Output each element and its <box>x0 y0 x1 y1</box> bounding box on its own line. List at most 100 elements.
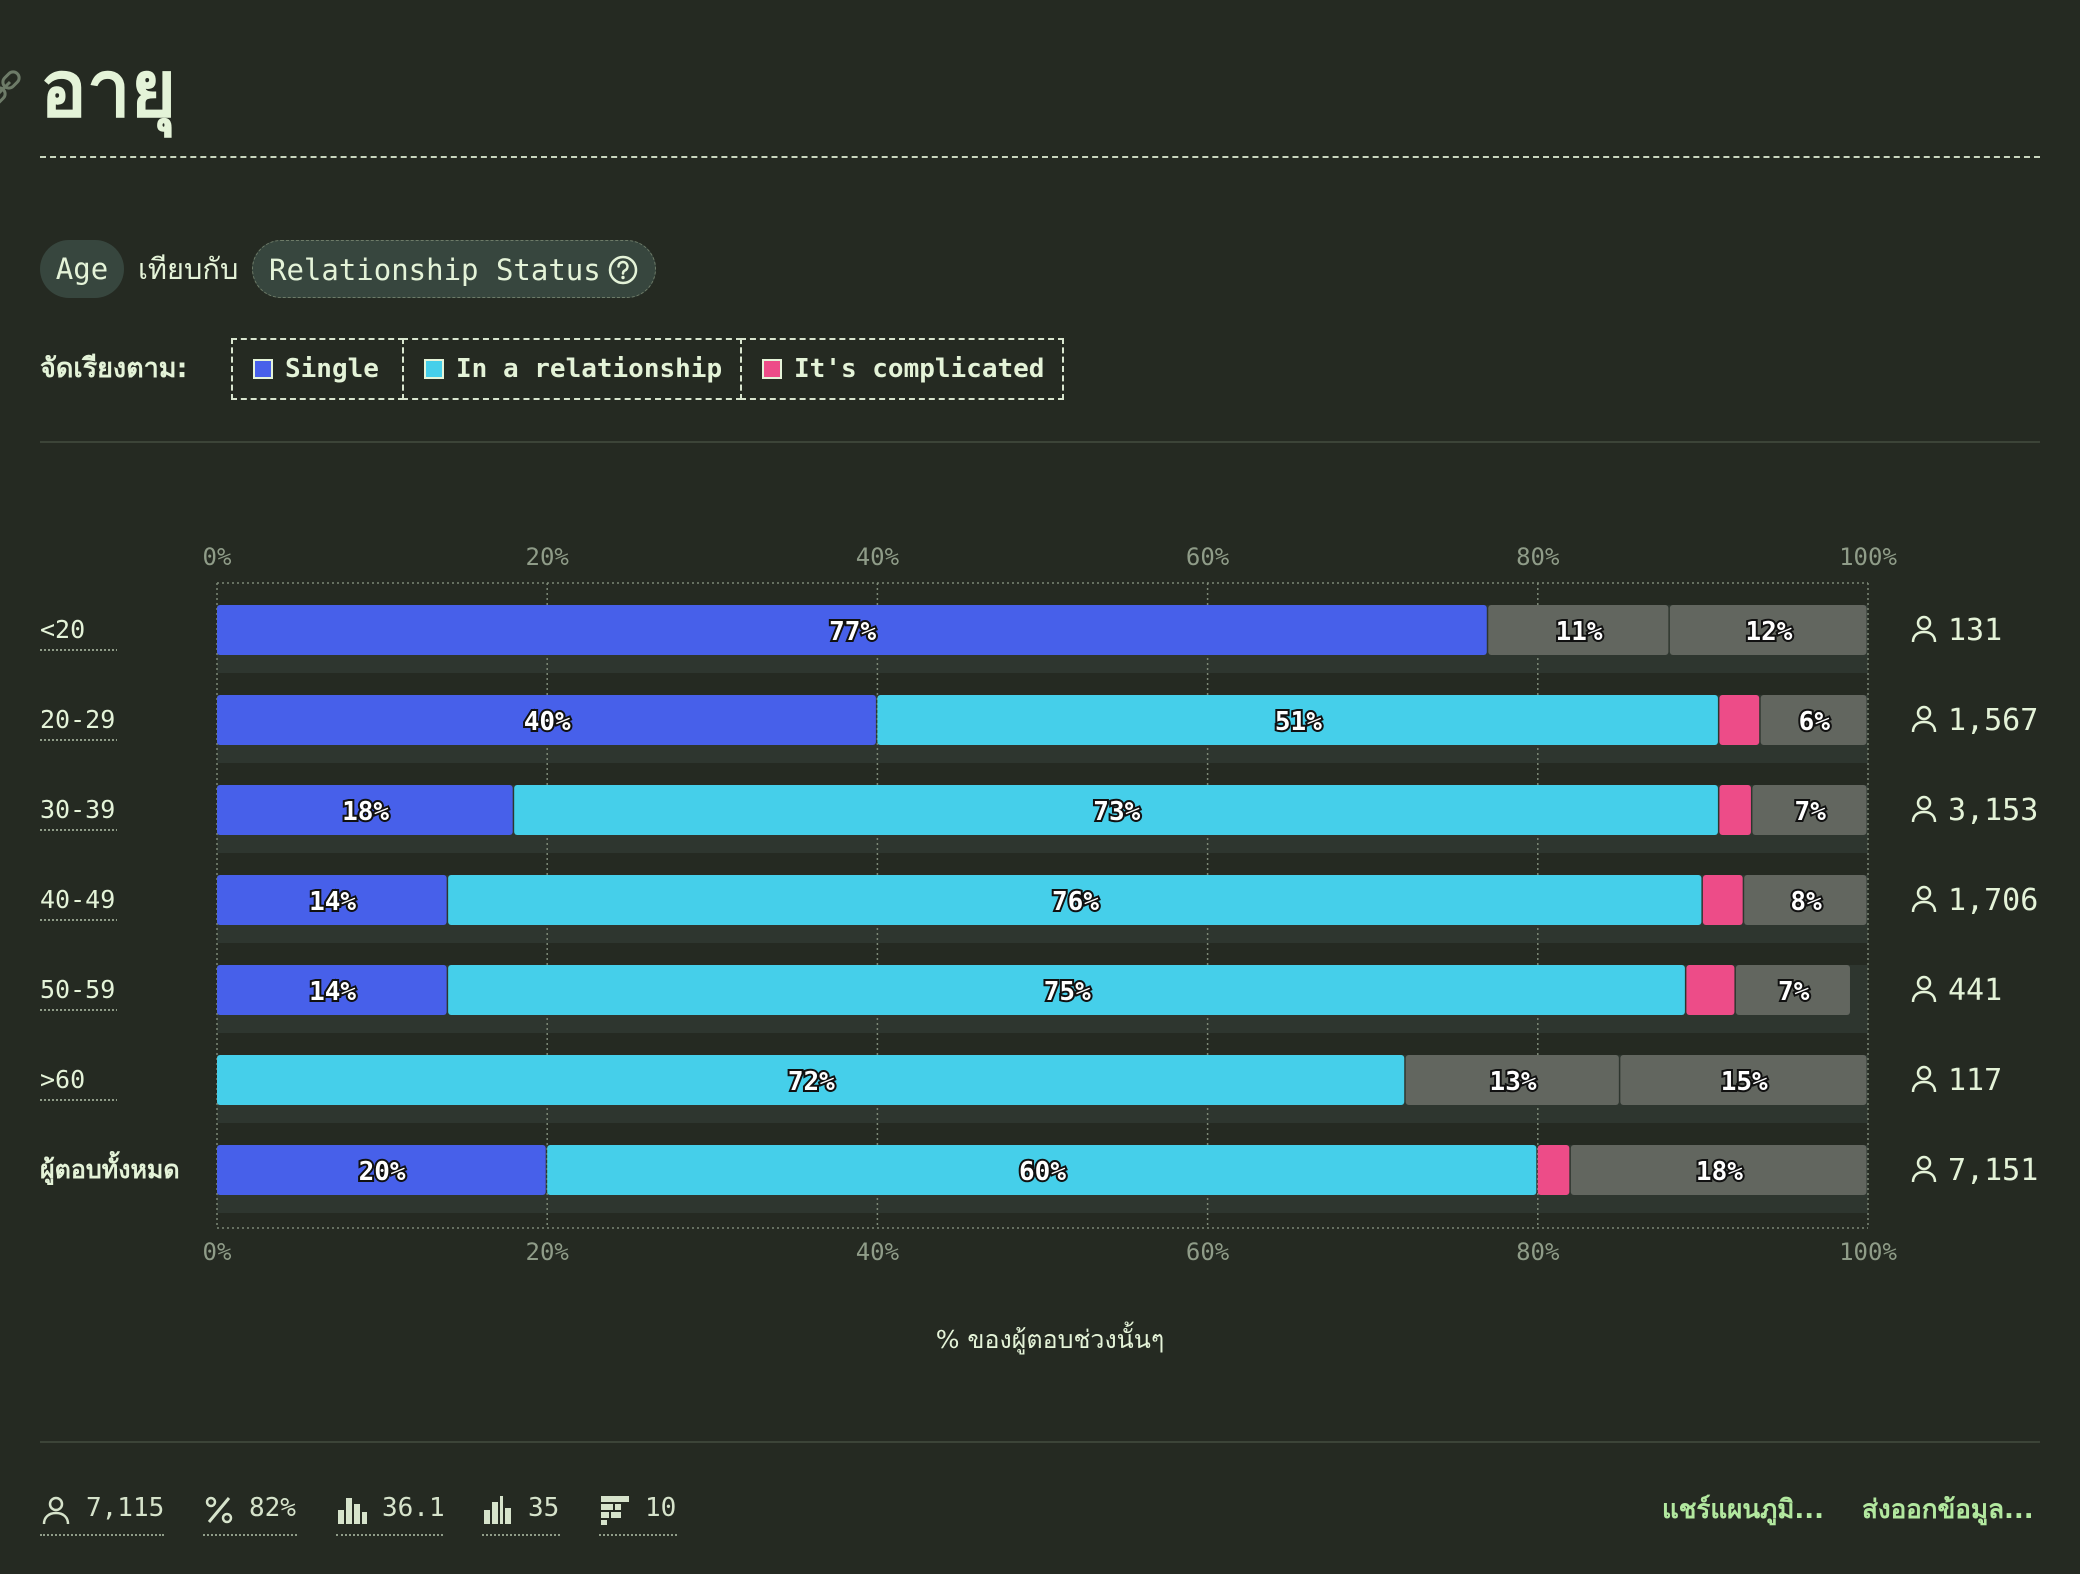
section-divider <box>40 441 2040 443</box>
respondent-count: 441 <box>1948 973 2002 1008</box>
footer-mean-stat[interactable]: 36.1 <box>336 1490 445 1536</box>
link-icon[interactable] <box>0 70 26 110</box>
bar-segment <box>514 785 1718 835</box>
category-label: <20 <box>40 615 85 644</box>
person-icon <box>1911 1155 1937 1183</box>
bar-segment <box>217 1055 1405 1105</box>
bar-value-label: 6% <box>1799 707 1831 737</box>
x-tick-label-bottom: 20% <box>526 1238 570 1266</box>
bar-segment <box>1686 965 1735 1015</box>
bar-chart-icon <box>338 1498 367 1524</box>
category-label: 30-39 <box>40 795 115 824</box>
person-icon <box>42 1496 70 1525</box>
relationship-status-pill[interactable]: Relationship Status <box>252 240 656 298</box>
footer-options-stat[interactable]: 10 <box>599 1490 677 1536</box>
bar-segment <box>217 695 876 745</box>
bar-segment <box>1669 605 1867 655</box>
bar-value-label: 51% <box>1275 707 1322 737</box>
x-tick-label-top: 80% <box>1516 543 1560 571</box>
x-tick-label-bottom: 60% <box>1186 1238 1230 1266</box>
respondent-count: 1,706 <box>1948 883 2038 918</box>
footer-median-value: 35 <box>528 1493 560 1523</box>
x-tick-label-bottom: 0% <box>203 1238 232 1266</box>
sort-complicated-button[interactable]: It's complicated <box>740 338 1064 400</box>
grid-icon <box>601 1496 629 1525</box>
person-icon <box>1911 705 1937 733</box>
bar-segment <box>1752 785 1867 835</box>
bar-value-label: 60% <box>1019 1157 1066 1187</box>
bar-value-label: 12% <box>1745 617 1792 647</box>
bar-value-label: 72% <box>788 1067 835 1097</box>
page-title: อายุ <box>40 45 177 135</box>
bar-segment <box>1702 875 1743 925</box>
person-icon <box>1911 615 1937 643</box>
category-label: ผู้ตอบทั้งหมด <box>40 1150 180 1186</box>
complicated-swatch <box>762 359 782 379</box>
bar-value-label: 8% <box>1790 887 1822 917</box>
footer-mean-value: 36.1 <box>382 1493 445 1523</box>
footer-percent-stat[interactable]: 82% <box>203 1490 297 1536</box>
footer-percent-value: 82% <box>249 1493 296 1523</box>
footer-respondents-value: 7,115 <box>86 1493 165 1523</box>
bar-value-label: 11% <box>1556 617 1603 647</box>
bar-chart-small-icon <box>484 1496 511 1524</box>
respondent-count: 1,567 <box>1948 703 2038 738</box>
bar-value-label: 14% <box>309 977 356 1007</box>
bar-segment <box>1488 605 1669 655</box>
bar-segment <box>217 605 1487 655</box>
bar-segment <box>547 1145 1537 1195</box>
sort-in-relationship-button[interactable]: In a relationship <box>402 338 742 400</box>
in-relationship-swatch <box>424 359 444 379</box>
stacked-bar-chart: 0% 0% 20% 20% 40% 40% 60% 60% 80% 80% 100% 100% 77% 1… <box>40 543 2038 1355</box>
x-tick-label-top: 60% <box>1186 543 1230 571</box>
bar-value-label: 7% <box>1778 977 1810 1007</box>
sort-in-relationship-label: In a relationship <box>456 354 723 384</box>
bar-segment <box>217 875 447 925</box>
x-tick-label-bottom: 40% <box>856 1238 900 1266</box>
respondent-count: 3,153 <box>1948 793 2038 828</box>
category-label: 20-29 <box>40 705 115 734</box>
x-tick-label-top: 40% <box>856 543 900 571</box>
category-label: 40-49 <box>40 885 115 914</box>
compare-vs-text: เทียบกับ <box>138 252 239 286</box>
x-tick-label-top: 0% <box>203 543 232 571</box>
person-icon <box>1911 1065 1937 1093</box>
bar-segment <box>1744 875 1867 925</box>
bar-value-label: 73% <box>1093 797 1140 827</box>
bar-value-label: 75% <box>1044 977 1091 1007</box>
bar-value-label: 40% <box>524 707 571 737</box>
percent-icon <box>205 1496 233 1524</box>
single-swatch <box>253 359 273 379</box>
footer-respondents-stat[interactable]: 7,115 <box>40 1490 164 1536</box>
footer-divider <box>40 1441 2040 1443</box>
bar-value-label: 15% <box>1721 1067 1768 1097</box>
respondent-count: 7,151 <box>1948 1153 2038 1188</box>
x-tick-label-bottom: 80% <box>1516 1238 1560 1266</box>
bar-segment <box>217 965 447 1015</box>
x-tick-label-bottom: 100% <box>1839 1238 1897 1266</box>
bar-segment <box>1537 1145 1570 1195</box>
bar-value-label: 13% <box>1490 1067 1537 1097</box>
export-data-link[interactable]: ส่งออกข้อมูล... <box>1862 1495 2034 1525</box>
bar-value-label: 18% <box>1696 1157 1743 1187</box>
bar-segment <box>877 695 1718 745</box>
person-icon <box>1911 975 1937 1003</box>
sort-single-button[interactable]: Single <box>231 338 404 400</box>
x-tick-label-top: 100% <box>1839 543 1897 571</box>
bar-segment <box>1719 695 1760 745</box>
category-label: >60 <box>40 1065 85 1094</box>
age-pill[interactable]: Age <box>40 240 124 298</box>
x-axis-title: % ของผู้ตอบช่วงนั้นๆ <box>936 1321 1165 1355</box>
respondent-count: 117 <box>1948 1063 2002 1098</box>
bar-segment <box>217 1145 546 1195</box>
bar-segment <box>1570 1145 1867 1195</box>
respondent-count: 131 <box>1948 613 2002 648</box>
title-divider <box>40 156 2040 158</box>
footer-options-value: 10 <box>645 1493 677 1523</box>
footer-median-stat[interactable]: 35 <box>482 1490 560 1536</box>
bar-segment <box>448 875 1702 925</box>
share-chart-link[interactable]: แชร์แผนภูมิ... <box>1662 1495 1825 1525</box>
person-icon <box>1911 885 1937 913</box>
help-icon[interactable] <box>607 254 639 286</box>
bar-segment <box>1760 695 1867 745</box>
